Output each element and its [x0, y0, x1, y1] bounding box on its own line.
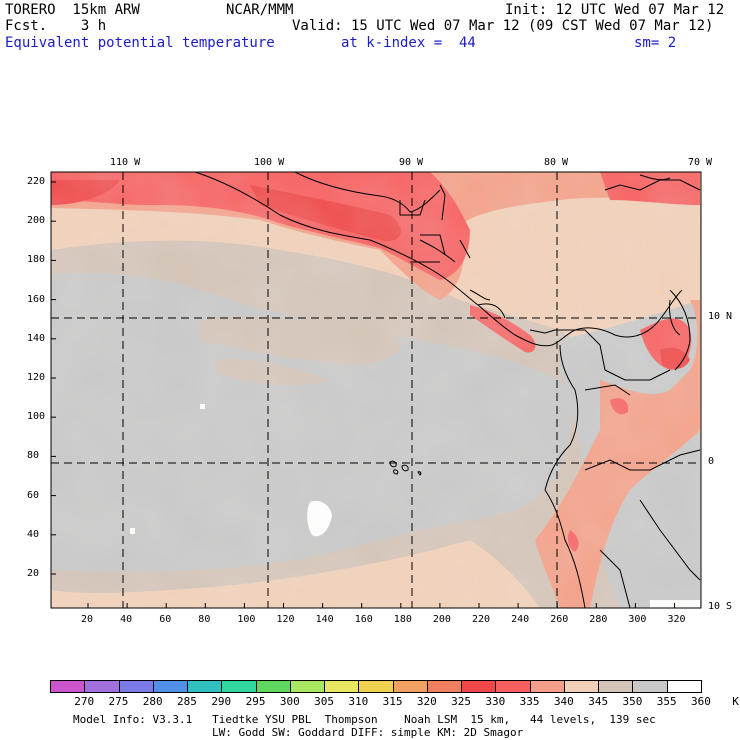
y-tick-label: 220 — [27, 176, 46, 187]
colorbar-label: 320 — [416, 695, 437, 708]
init-time: Init: 12 UTC Wed 07 Mar 12 — [505, 2, 725, 18]
colorbar-swatch — [289, 680, 326, 693]
y-tick-label: 40 — [27, 528, 40, 540]
model-info: Model Info: V3.3.1 Tiedtke YSU PBL Thomp… — [73, 713, 656, 726]
x-tick-label: 200 — [432, 614, 451, 625]
x-tick-label: 160 — [354, 614, 373, 625]
colorbar-label: 360 — [691, 695, 711, 708]
map-frame — [50, 171, 702, 609]
x-tick-label: 320 — [667, 614, 686, 625]
colorbar-swatch — [50, 680, 86, 693]
model-title: TORERO 15km ARW — [5, 2, 140, 18]
field-name: Equivalent potential temperature — [5, 35, 275, 51]
y-tick-label: 20 — [27, 568, 40, 579]
y-tick-label: 60 — [27, 489, 40, 501]
colorbar-label: 290 — [211, 695, 232, 708]
colorbar-swatch — [255, 680, 291, 693]
shaded-field — [51, 172, 701, 608]
colorbar-swatch — [187, 680, 223, 693]
y-tick-label: 160 — [27, 293, 46, 305]
coastlines — [194, 172, 701, 608]
colorbar-swatch — [324, 680, 360, 693]
y-tick-label: 180 — [27, 254, 46, 266]
smoothing-label: sm= 2 — [634, 35, 677, 51]
colorbar-swatch — [358, 680, 394, 693]
x-tick-label: 180 — [393, 614, 412, 625]
valid-time: Valid: 15 UTC Wed 07 Mar 12 (09 CST Wed … — [292, 18, 714, 34]
colorbar-label: 280 — [142, 695, 163, 708]
y-tick-label: 100 — [27, 411, 46, 423]
y-tick-label: 200 — [27, 215, 46, 227]
colorbar-label: 285 — [177, 695, 197, 708]
colorbar-label: 350 — [622, 695, 643, 708]
colorbar-swatch — [666, 680, 702, 693]
forecast-hour: Fcst. 3 h — [5, 18, 107, 34]
lat-label: 10 S — [708, 601, 733, 612]
lon-label: 80 W — [544, 157, 569, 168]
center-label: NCAR/MMM — [226, 2, 294, 18]
y-tick-label: 80 — [27, 450, 40, 462]
x-tick-label: 280 — [589, 614, 608, 625]
colorbar-swatch — [563, 680, 600, 693]
colorbar-label: 305 — [314, 695, 334, 708]
colorbar-label: 270 — [74, 695, 95, 708]
colorbar-label: 355 — [656, 695, 677, 708]
colorbar-label: K — [732, 695, 739, 708]
x-tick-label: 60 — [159, 614, 172, 625]
x-tick-label: 260 — [550, 614, 569, 625]
colorbar-swatch — [495, 680, 531, 693]
colorbar-swatch — [392, 680, 428, 693]
colorbar-label: 345 — [588, 695, 609, 708]
colorbar-swatch — [426, 680, 463, 693]
lat-label: 0 — [708, 456, 715, 467]
lon-label: 110 W — [110, 157, 141, 168]
colorbar-swatch — [118, 680, 154, 693]
colorbar-label: 325 — [451, 695, 472, 708]
colorbar-swatch — [221, 680, 257, 693]
model-physics: LW: Godd SW: Goddard DIFF: simple KM: 2D… — [212, 726, 524, 739]
lon-label: 100 W — [254, 157, 285, 168]
x-tick-label: 40 — [120, 614, 133, 625]
colorbar-label: 310 — [348, 695, 369, 708]
lat-lon-grid — [51, 172, 701, 608]
colorbar-swatch — [152, 680, 189, 693]
colorbar-swatch — [598, 680, 634, 693]
x-tick-label: 240 — [511, 614, 530, 625]
x-tick-label: 100 — [237, 614, 256, 625]
lon-label: 90 W — [399, 157, 424, 168]
y-tick-label: 120 — [27, 372, 46, 383]
colorbar-label: 275 — [108, 695, 129, 708]
x-tick-label: 220 — [472, 614, 491, 625]
lon-label: 70 W — [688, 157, 713, 168]
colorbar-swatch — [84, 680, 120, 693]
x-tick-label: 80 — [198, 614, 211, 625]
x-tick-label: 120 — [276, 614, 295, 625]
colorbar-label: 335 — [519, 695, 540, 708]
x-tick-label: 300 — [628, 614, 647, 625]
axis-tickmarks — [51, 181, 675, 608]
level-label: at k-index = 44 — [341, 35, 476, 51]
y-tick-label: 140 — [27, 332, 46, 344]
colorbar-swatch — [632, 680, 668, 693]
x-tick-label: 20 — [81, 614, 94, 625]
colorbar-swatch — [461, 680, 497, 693]
colorbar-label: 340 — [553, 695, 574, 708]
colorbar-label: 315 — [382, 695, 403, 708]
x-tick-label: 140 — [315, 614, 334, 625]
colorbar-label: 330 — [485, 695, 506, 708]
colorbar-label: 300 — [279, 695, 300, 708]
colorbar-swatch — [529, 680, 565, 693]
lat-label: 10 N — [708, 311, 733, 322]
colorbar-label: 295 — [245, 695, 266, 708]
